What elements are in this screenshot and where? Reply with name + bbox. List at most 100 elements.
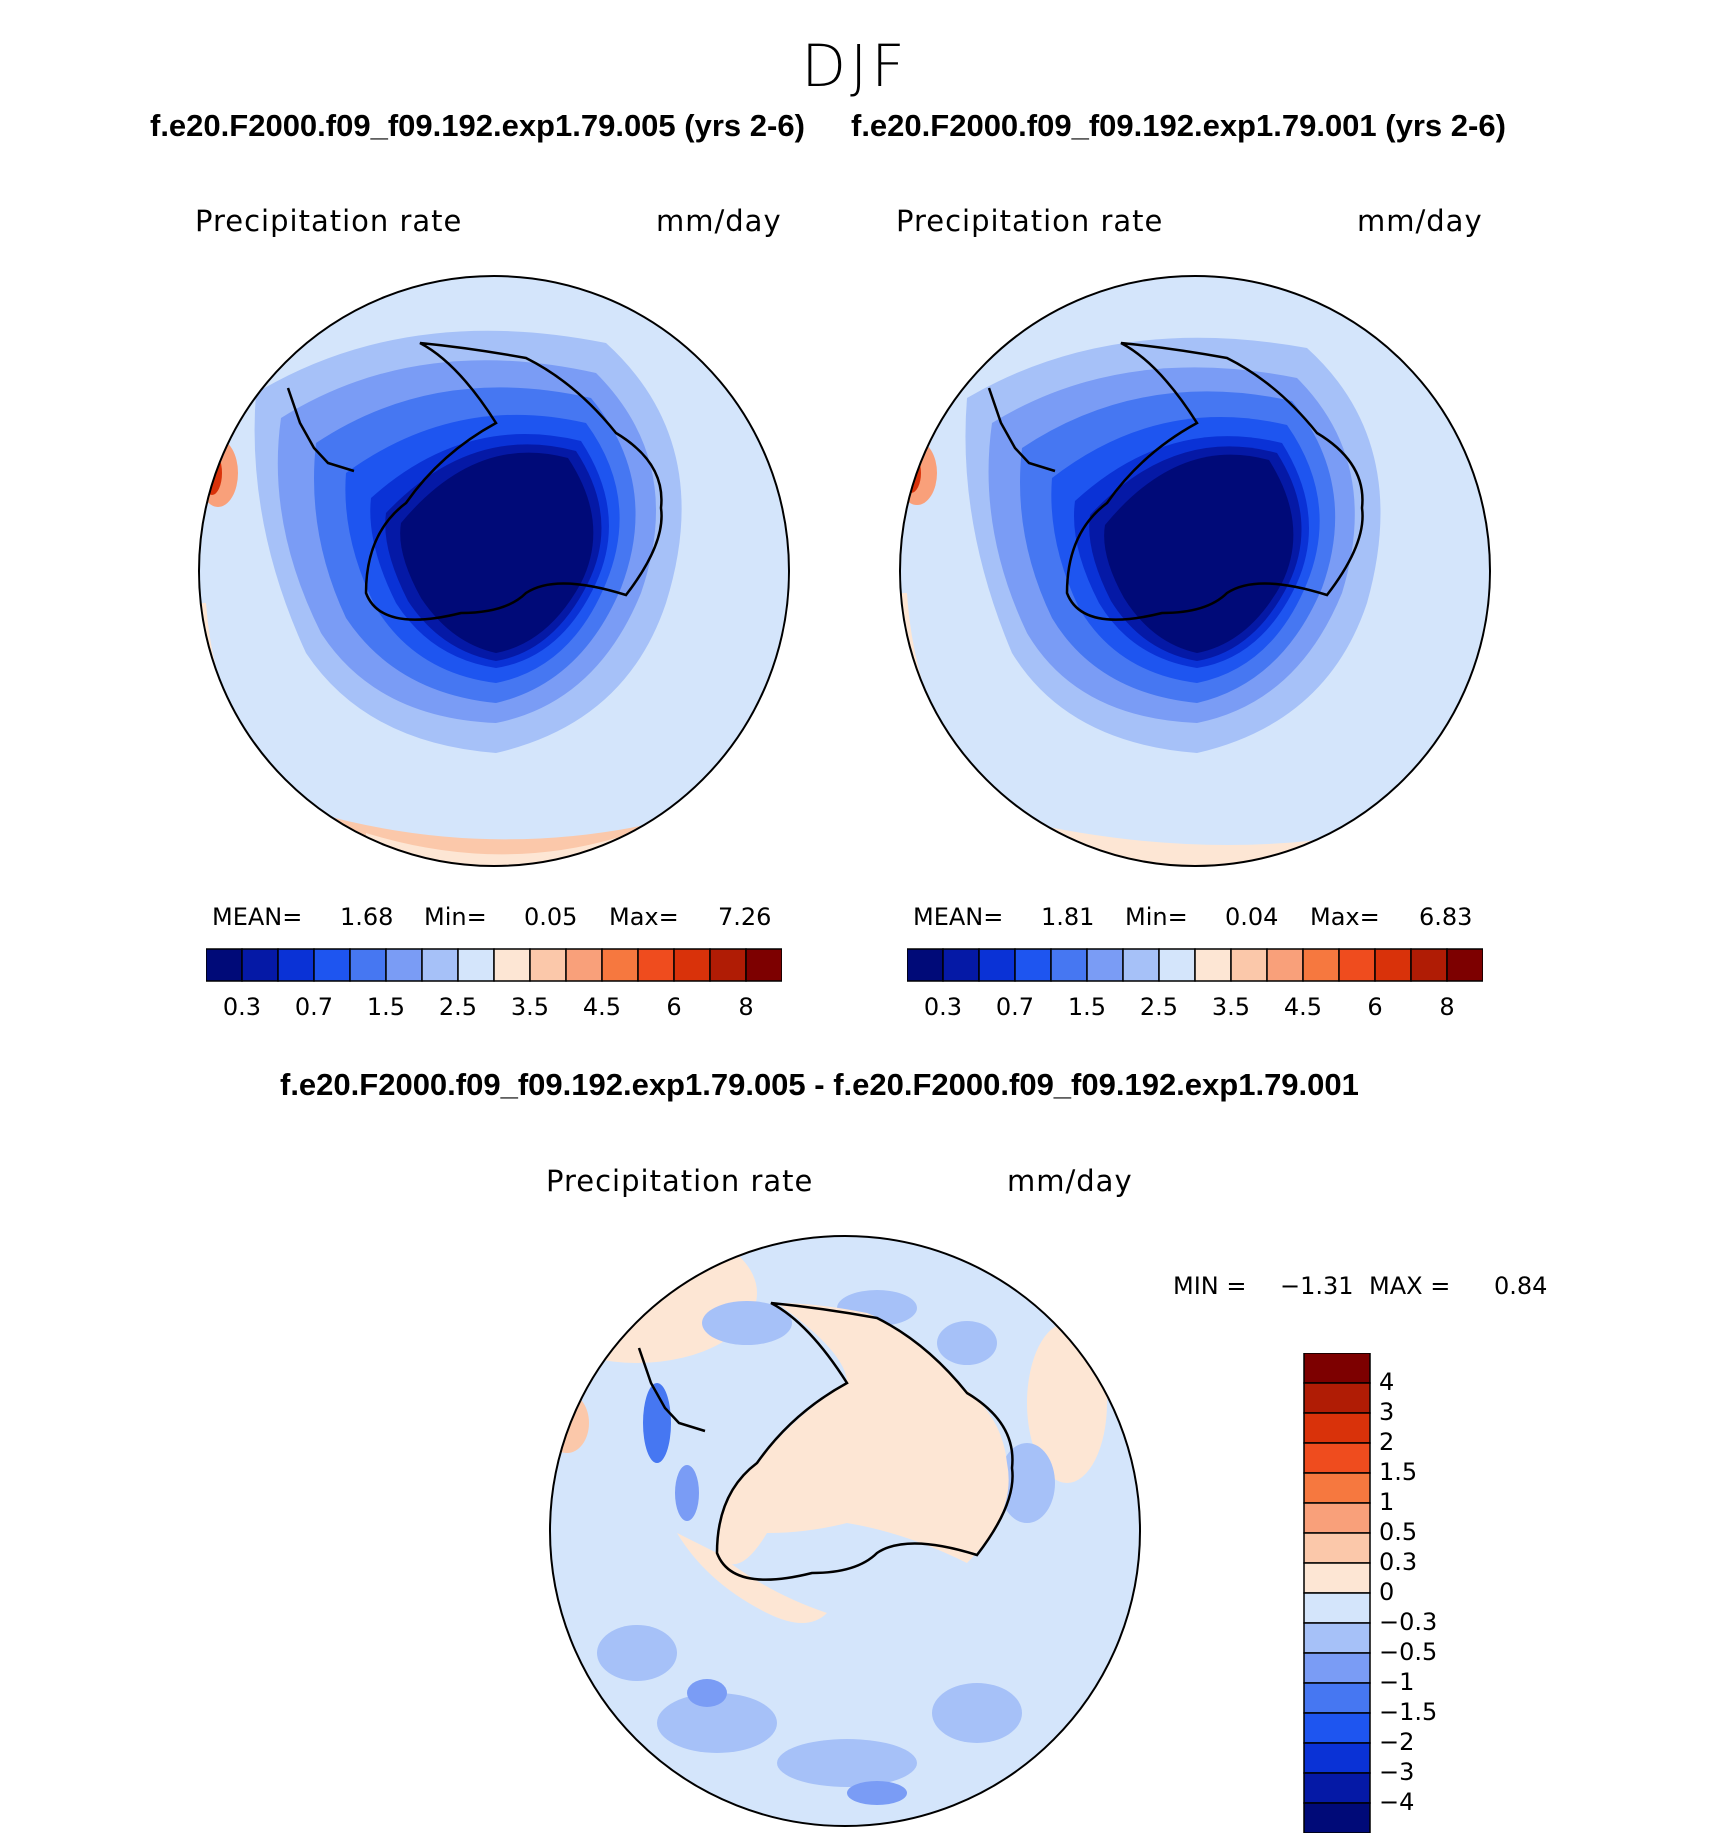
colorbar-tick-left: 4.5 <box>582 993 622 1021</box>
colorbar-swatch-left <box>421 948 459 982</box>
colorbar-tick-diff: 1 <box>1379 1488 1395 1516</box>
colorbar-tick-right: 4.5 <box>1283 993 1323 1021</box>
colorbar-swatch-right <box>1122 948 1160 982</box>
case-title-right: f.e20.F2000.f09_f09.192.exp1.79.001 (yrs… <box>851 108 1506 143</box>
min-value-left: 0.05 <box>524 903 578 931</box>
colorbar-tick-left: 6 <box>666 993 682 1021</box>
min-value-right: 0.04 <box>1225 903 1279 931</box>
mean-label-right: MEAN= <box>913 903 1004 931</box>
colorbar-swatch-diff <box>1303 1622 1371 1654</box>
colorbar-diff <box>1303 1353 1371 1833</box>
colorbar-swatch-left <box>206 948 243 982</box>
colorbar-tick-right: 1.5 <box>1067 993 1107 1021</box>
mean-value-right: 1.81 <box>1041 903 1095 931</box>
variable-label-left: Precipitation rate <box>195 204 463 238</box>
units-label-right: mm/day <box>1357 204 1483 238</box>
colorbar-swatch-left <box>385 948 423 982</box>
colorbar-swatch-right <box>1338 948 1376 982</box>
colorbar-tick-right: 3.5 <box>1211 993 1251 1021</box>
colorbar-tick-left: 8 <box>738 993 754 1021</box>
colorbar-swatch-right <box>1230 948 1268 982</box>
colorbar-tick-diff: 1.5 <box>1379 1458 1418 1486</box>
colorbar-swatch-left <box>457 948 495 982</box>
colorbar-tick-diff: 3 <box>1379 1398 1395 1426</box>
variable-label-diff: Precipitation rate <box>546 1164 814 1198</box>
colorbar-tick-right: 0.3 <box>923 993 963 1021</box>
colorbar-swatch-left <box>349 948 387 982</box>
diff-min-label: MIN = <box>1173 1272 1247 1300</box>
colorbar-swatch-right <box>1194 948 1232 982</box>
colorbar-swatch-diff <box>1303 1742 1371 1774</box>
mean-label-left: MEAN= <box>212 903 303 931</box>
mean-value-left: 1.68 <box>340 903 394 931</box>
map-diff <box>549 1235 1141 1827</box>
colorbar-swatch-right <box>1410 948 1448 982</box>
colorbar-swatch-diff <box>1303 1712 1371 1744</box>
colorbar-swatch-right <box>1374 948 1412 982</box>
diff-max-label: MAX = <box>1369 1272 1451 1300</box>
colorbar-tick-diff: −1.5 <box>1379 1698 1438 1726</box>
colorbar-right <box>907 948 1483 982</box>
colorbar-swatch-diff <box>1303 1442 1371 1474</box>
colorbar-swatch-left <box>277 948 315 982</box>
colorbar-swatch-right <box>1446 948 1483 982</box>
colorbar-swatch-diff <box>1303 1353 1371 1384</box>
max-value-right: 6.83 <box>1419 903 1473 931</box>
colorbar-swatch-right <box>1158 948 1196 982</box>
colorbar-tick-diff: 4 <box>1379 1368 1395 1396</box>
colorbar-swatch-diff <box>1303 1382 1371 1414</box>
map-left <box>198 275 790 867</box>
variable-label-right: Precipitation rate <box>896 204 1164 238</box>
colorbar-swatch-right <box>978 948 1016 982</box>
colorbar-tick-left: 0.7 <box>294 993 334 1021</box>
colorbar-swatch-left <box>313 948 351 982</box>
colorbar-swatch-left <box>709 948 747 982</box>
colorbar-swatch-diff <box>1303 1682 1371 1714</box>
colorbar-swatch-right <box>1014 948 1052 982</box>
colorbar-tick-right: 2.5 <box>1139 993 1179 1021</box>
colorbar-swatch-right <box>907 948 944 982</box>
min-label-right: Min= <box>1125 903 1188 931</box>
colorbar-swatch-diff <box>1303 1652 1371 1684</box>
colorbar-tick-diff: −3 <box>1379 1758 1415 1786</box>
colorbar-swatch-diff <box>1303 1802 1371 1833</box>
colorbar-tick-left: 3.5 <box>510 993 550 1021</box>
map-right <box>899 275 1491 867</box>
colorbar-tick-diff: −0.5 <box>1379 1638 1438 1666</box>
season-title: DJF <box>801 32 909 100</box>
colorbar-swatch-left <box>601 948 639 982</box>
max-value-left: 7.26 <box>718 903 772 931</box>
colorbar-swatch-left <box>637 948 675 982</box>
colorbar-swatch-left <box>493 948 531 982</box>
units-label-diff: mm/day <box>1007 1164 1133 1198</box>
colorbar-swatch-diff <box>1303 1592 1371 1624</box>
colorbar-tick-left: 2.5 <box>438 993 478 1021</box>
colorbar-swatch-diff <box>1303 1502 1371 1534</box>
colorbar-swatch-right <box>1266 948 1304 982</box>
colorbar-tick-diff: −2 <box>1379 1728 1415 1756</box>
colorbar-tick-diff: 2 <box>1379 1428 1395 1456</box>
case-title-left: f.e20.F2000.f09_f09.192.exp1.79.005 (yrs… <box>150 108 805 143</box>
colorbar-swatch-diff <box>1303 1412 1371 1444</box>
colorbar-swatch-diff <box>1303 1472 1371 1504</box>
colorbar-tick-right: 6 <box>1367 993 1383 1021</box>
colorbar-tick-diff: 0 <box>1379 1578 1395 1606</box>
colorbar-tick-left: 1.5 <box>366 993 406 1021</box>
max-label-left: Max= <box>609 903 679 931</box>
colorbar-left <box>206 948 782 982</box>
colorbar-swatch-diff <box>1303 1562 1371 1594</box>
colorbar-tick-diff: −0.3 <box>1379 1608 1438 1636</box>
max-label-right: Max= <box>1310 903 1380 931</box>
colorbar-swatch-diff <box>1303 1772 1371 1804</box>
colorbar-tick-left: 0.3 <box>222 993 262 1021</box>
units-label-left: mm/day <box>656 204 782 238</box>
colorbar-tick-diff: −4 <box>1379 1788 1415 1816</box>
colorbar-swatch-left <box>565 948 603 982</box>
case-title-diff: f.e20.F2000.f09_f09.192.exp1.79.005 - f.… <box>280 1067 1359 1102</box>
min-label-left: Min= <box>424 903 487 931</box>
colorbar-swatch-left <box>241 948 279 982</box>
colorbar-swatch-right <box>1086 948 1124 982</box>
colorbar-swatch-left <box>673 948 711 982</box>
colorbar-swatch-left <box>745 948 782 982</box>
colorbar-tick-diff: 0.3 <box>1379 1548 1418 1576</box>
